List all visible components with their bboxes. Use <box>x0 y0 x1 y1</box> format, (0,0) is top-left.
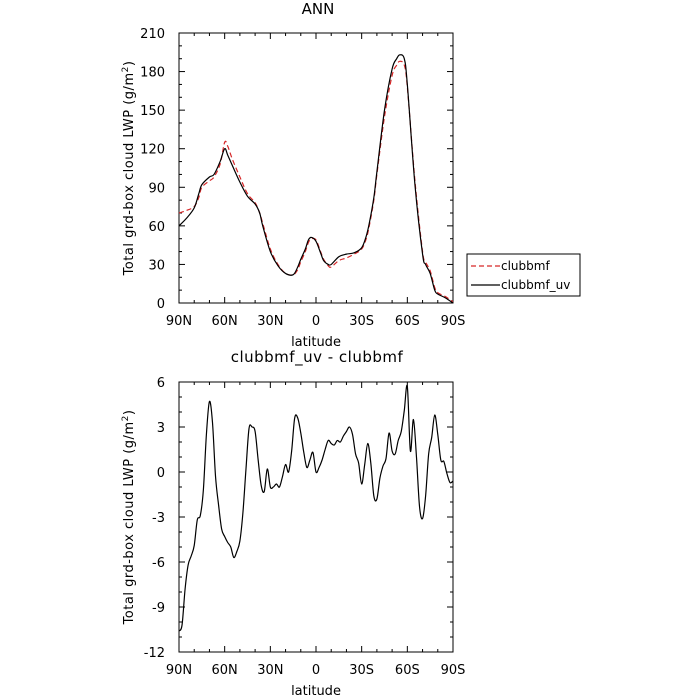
bottom-y-axis-label: Total grd-box cloud LWP (g/m2) <box>121 410 137 626</box>
top-series-group <box>178 54 454 304</box>
bottom-y-axis-label-suffix: ) <box>122 410 137 416</box>
top-y-tick-label: 150 <box>140 104 165 119</box>
top-x-tick-label: 30S <box>349 314 374 329</box>
bottom-x-tick-label: 90S <box>441 663 466 678</box>
bottom-series-line-0 <box>178 384 454 632</box>
top-y-tick-label: 0 <box>157 297 165 312</box>
top-y-axis-label-sup: 2 <box>121 66 131 72</box>
top-y-tick-label: 180 <box>140 66 165 81</box>
legend-label-clubbmf-uv: clubbmf_uv <box>501 278 570 292</box>
top-x-tick-label: 90N <box>166 314 192 329</box>
top-y-ticks: 0 30 60 90 120 150 180 210 <box>140 27 453 312</box>
bottom-y-ticks: -12 -9 -6 -3 0 3 6 <box>144 376 453 661</box>
bottom-chart-title: clubbmf_uv - clubbmf <box>231 348 404 367</box>
top-chart-title: ANN <box>302 0 335 18</box>
top-series-line-clubbmf <box>178 60 454 303</box>
top-y-tick-label: 30 <box>148 258 165 273</box>
top-y-tick-label: 90 <box>148 181 165 196</box>
top-plot-frame <box>178 32 454 304</box>
top-x-tick-label: 30N <box>257 314 283 329</box>
bottom-x-tick-label: 60S <box>395 663 420 678</box>
top-x-tick-label: 0 <box>312 314 320 329</box>
top-y-axis-label-suffix: ) <box>122 61 137 67</box>
top-y-axis-label: Total grd-box cloud LWP (g/m2) <box>121 61 137 277</box>
bottom-y-tick-label: 6 <box>157 376 165 391</box>
bottom-x-tick-label: 0 <box>312 663 320 678</box>
bottom-x-tick-label: 30S <box>349 663 374 678</box>
top-y-tick-label: 210 <box>140 27 165 42</box>
top-x-tick-label: 90S <box>441 314 466 329</box>
bottom-y-axis-label-main: Total grd-box cloud LWP <box>122 458 137 625</box>
top-x-tick-label: 60N <box>212 314 238 329</box>
bottom-x-ticks: 90N 60N 30N 0 30S 60S 90S <box>166 382 466 678</box>
top-y-axis-label-main: Total grd-box cloud LWP <box>122 109 137 276</box>
legend-box <box>466 253 581 297</box>
top-x-axis-label: latitude <box>291 335 341 350</box>
bottom-y-tick-label: 0 <box>157 466 165 481</box>
legend: clubbmf clubbmf_uv <box>466 253 581 297</box>
top-x-tick-label: 60S <box>395 314 420 329</box>
bottom-y-tick-label: -9 <box>152 601 165 616</box>
bottom-x-tick-label: 30N <box>257 663 283 678</box>
bottom-y-tick-label: -6 <box>152 556 165 571</box>
top-series-line-clubbmf-uv <box>178 54 454 304</box>
bottom-x-tick-label: 60N <box>212 663 238 678</box>
top-y-tick-label: 120 <box>140 143 165 158</box>
bottom-x-tick-label: 90N <box>166 663 192 678</box>
top-chart: ANN 90N 60N 30N 0 30S 60S 90S 0 30 60 90 120 150 180… <box>121 0 465 350</box>
top-y-axis-label-unit: (g/m <box>122 72 137 104</box>
bottom-y-tick-label: -3 <box>152 511 165 526</box>
bottom-y-axis-label-sup: 2 <box>121 415 131 421</box>
bottom-chart: clubbmf_uv - clubbmf 90N 60N 30N 0 30S 60S 90S… <box>121 348 465 699</box>
legend-label-clubbmf: clubbmf <box>501 259 550 273</box>
bottom-y-tick-label: 3 <box>157 421 165 436</box>
top-y-tick-label: 60 <box>148 220 165 235</box>
bottom-series-group <box>178 384 454 632</box>
top-x-ticks: 90N 60N 30N 0 30S 60S 90S <box>166 33 466 329</box>
bottom-y-tick-label: -12 <box>144 646 165 661</box>
bottom-y-axis-label-unit: (g/m <box>122 421 137 453</box>
bottom-x-axis-label: latitude <box>291 684 341 699</box>
